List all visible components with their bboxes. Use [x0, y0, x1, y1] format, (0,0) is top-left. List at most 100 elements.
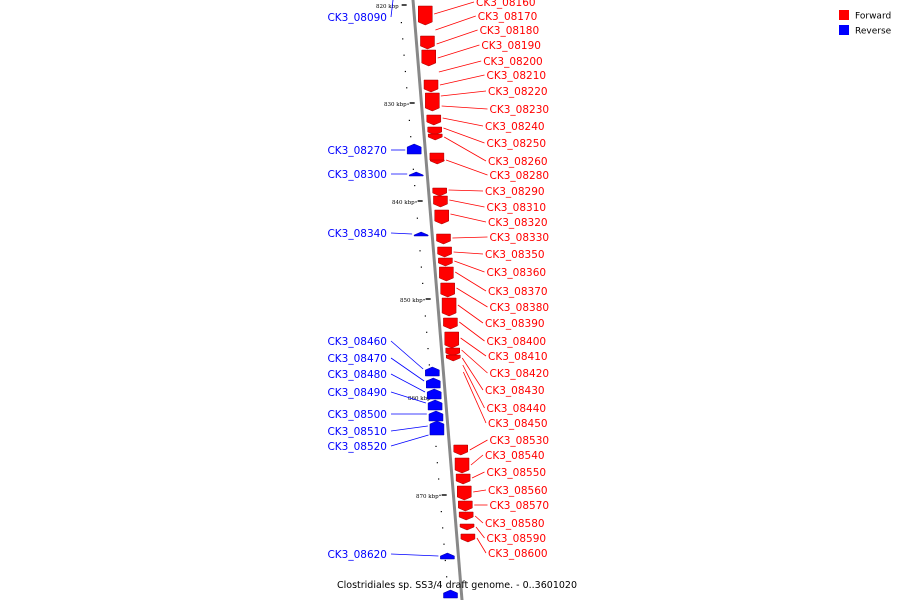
forward-gene-label: CK3_08230 [490, 104, 550, 116]
forward-gene-box [441, 297, 457, 317]
forward-gene-label: CK3_08370 [488, 286, 548, 298]
forward-gene-leader [445, 159, 488, 176]
forward-gene-box [425, 92, 440, 112]
forward-gene-label: CK3_08320 [488, 217, 548, 229]
forward-gene-box [458, 500, 473, 512]
scale-dot [412, 168, 414, 170]
forward-gene-leader [471, 471, 485, 479]
scale-dot [419, 250, 421, 252]
forward-gene-label: CK3_08170 [478, 11, 538, 23]
reverse-gene-leader [390, 340, 424, 370]
forward-gene-label: CK3_08290 [485, 186, 545, 198]
forward-gene-label: CK3_08380 [490, 302, 550, 314]
forward-gene-label: CK3_08420 [490, 368, 550, 380]
forward-gene-label: CK3_08350 [485, 249, 545, 261]
forward-gene-box [423, 79, 439, 93]
reverse-gene-box [428, 410, 444, 422]
legend-label: Reverse [855, 27, 892, 37]
forward-gene-leader [441, 105, 488, 110]
forward-gene-box [427, 126, 442, 136]
forward-gene-leader [463, 371, 487, 424]
forward-gene-label: CK3_08450 [488, 418, 548, 430]
forward-gene-box [454, 457, 470, 474]
forward-gene-box [438, 257, 453, 267]
forward-gene-leader [436, 29, 478, 45]
tick-label: 820 kbp [376, 4, 399, 10]
reverse-gene-leader [390, 232, 413, 235]
forward-gene-box [443, 317, 458, 330]
scale-dot [416, 217, 418, 219]
reverse-gene-box [406, 143, 422, 155]
scale-dot [422, 282, 424, 284]
forward-gene-leader [434, 1, 475, 15]
forward-gene-label: CK3_08580 [485, 518, 545, 530]
reverse-gene-box [426, 377, 441, 389]
scale-dot [443, 543, 445, 545]
scale-dot [402, 38, 404, 40]
scale-dot [436, 462, 438, 464]
tick-label: 860 kbp [408, 396, 431, 402]
forward-gene-box [436, 233, 451, 245]
forward-gene-box [427, 133, 443, 141]
forward-gene-leader [469, 439, 488, 451]
reverse-gene-label: CK3_08480 [327, 369, 387, 381]
forward-gene-label: CK3_08280 [490, 170, 550, 182]
forward-gene-label: CK3_08530 [490, 435, 550, 447]
forward-gene-label: CK3_08440 [487, 403, 547, 415]
reverse-gene-label: CK3_08500 [327, 409, 387, 421]
reverse-gene-box [426, 388, 442, 400]
scale-dot [426, 331, 428, 333]
forward-gene-label: CK3_08410 [488, 351, 548, 363]
legend-swatch [839, 25, 849, 35]
scale-dot [410, 136, 412, 138]
label-layer: CK3_08160 CK3_08170 CK3_08180 CK3_08190 CK3_… [327, 0, 549, 561]
scale-dot [438, 478, 440, 480]
reverse-gene-box [425, 366, 440, 377]
scale-dot [428, 364, 430, 366]
reverse-gene-leader [390, 0, 394, 18]
forward-gene-box [458, 511, 474, 521]
forward-gene-label: CK3_08160 [476, 0, 536, 9]
scale-dot [407, 103, 409, 105]
reverse-gene-box [413, 231, 429, 237]
forward-gene-leader [442, 117, 484, 127]
genome-caption: Clostridiales sp. SS3/4 draft genome. - … [337, 580, 577, 591]
forward-gene-leader [454, 260, 485, 273]
genome-axis-layer: 820 kbp 830 kbp 840 kbp 850 kbp 860 kbp 870 k… [376, 0, 464, 600]
forward-gene-box [460, 533, 476, 543]
forward-gene-label: CK3_08180 [480, 25, 540, 37]
reverse-gene-label: CK3_08460 [327, 336, 387, 348]
forward-gene-leader [474, 515, 484, 524]
forward-gene-leader [461, 357, 484, 391]
reverse-gene-leader [390, 425, 428, 432]
forward-gene-label: CK3_08260 [488, 156, 548, 168]
scale-dot [442, 527, 444, 529]
forward-gene-label: CK3_08400 [487, 336, 547, 348]
forward-gene-label: CK3_08210 [487, 70, 547, 82]
forward-gene-leader [438, 60, 482, 73]
forward-gene-label: CK3_08430 [485, 385, 545, 397]
scale-dot [446, 576, 448, 578]
forward-gene-box [439, 266, 454, 282]
reverse-gene-leader [390, 553, 439, 557]
forward-gene-box [445, 347, 460, 357]
reverse-gene-box [408, 171, 424, 177]
forward-gene-box [440, 282, 455, 298]
forward-gene-box [453, 444, 468, 456]
forward-gene-leader [439, 74, 485, 86]
forward-gene-box [445, 354, 461, 362]
reverse-gene-box [427, 399, 443, 411]
forward-gene-label: CK3_08590 [487, 533, 547, 545]
forward-gene-label: CK3_08250 [487, 138, 547, 150]
tick-label: 840 kbp [392, 200, 415, 206]
forward-gene-leader [435, 15, 476, 31]
forward-gene-label: CK3_08390 [485, 318, 545, 330]
forward-gene-label: CK3_08540 [485, 450, 545, 462]
reverse-gene-label: CK3_08490 [327, 387, 387, 399]
legend-swatch [839, 10, 849, 20]
scale-dot [439, 494, 441, 496]
scale-dot [420, 266, 422, 268]
reverse-gene-label: CK3_08270 [327, 145, 387, 157]
forward-gene-label: CK3_08600 [488, 548, 548, 560]
scale-dot [403, 54, 405, 56]
